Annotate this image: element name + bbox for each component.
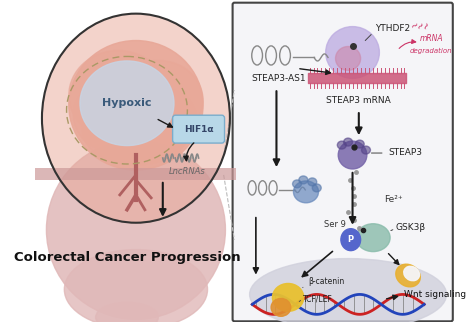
Ellipse shape [250, 259, 447, 323]
Ellipse shape [292, 180, 301, 188]
Ellipse shape [69, 40, 203, 170]
Text: Fe²⁺: Fe²⁺ [384, 195, 402, 204]
Ellipse shape [114, 60, 203, 140]
Text: ~: ~ [415, 19, 428, 32]
Ellipse shape [396, 264, 420, 287]
FancyBboxPatch shape [233, 3, 453, 321]
Text: degradation: degradation [410, 47, 453, 54]
Circle shape [42, 14, 230, 223]
Text: STEAP3: STEAP3 [388, 148, 422, 157]
Ellipse shape [73, 80, 145, 150]
Ellipse shape [46, 140, 226, 319]
FancyBboxPatch shape [173, 115, 225, 143]
Text: ~: ~ [409, 19, 421, 32]
Text: STEAP3 mRNA: STEAP3 mRNA [327, 96, 391, 105]
Ellipse shape [293, 181, 319, 203]
Ellipse shape [271, 298, 291, 316]
Ellipse shape [299, 176, 308, 184]
Ellipse shape [82, 95, 190, 165]
Text: Ser 9: Ser 9 [324, 220, 346, 229]
Text: TCF/LEF: TCF/LEF [303, 295, 333, 304]
Ellipse shape [336, 47, 361, 70]
Text: HIF1α: HIF1α [184, 125, 213, 134]
Ellipse shape [344, 138, 353, 146]
Text: Colorectal Cancer Progression: Colorectal Cancer Progression [14, 251, 240, 264]
Text: Hypoxic: Hypoxic [102, 98, 152, 108]
Ellipse shape [273, 284, 304, 311]
Text: LncRNAs: LncRNAs [169, 167, 205, 176]
Ellipse shape [356, 224, 390, 252]
Text: Wnt signaling: Wnt signaling [404, 290, 466, 299]
Ellipse shape [337, 141, 346, 149]
Circle shape [341, 229, 361, 251]
Ellipse shape [312, 184, 321, 192]
Text: GSK3β: GSK3β [395, 223, 426, 232]
Text: ~: ~ [422, 20, 434, 31]
Text: STEAP3-AS1: STEAP3-AS1 [251, 74, 306, 83]
Text: mRNA: mRNA [419, 34, 443, 43]
Ellipse shape [355, 140, 364, 148]
Text: β-catenin: β-catenin [308, 277, 344, 286]
Ellipse shape [80, 61, 174, 146]
Ellipse shape [404, 266, 419, 281]
FancyBboxPatch shape [35, 168, 236, 180]
Ellipse shape [362, 146, 371, 154]
Text: YTHDF2: YTHDF2 [375, 24, 410, 33]
Ellipse shape [129, 88, 197, 152]
Ellipse shape [338, 141, 367, 169]
Ellipse shape [96, 302, 158, 323]
Text: P: P [348, 235, 354, 244]
Ellipse shape [326, 26, 379, 78]
Ellipse shape [308, 178, 317, 186]
Ellipse shape [64, 250, 208, 323]
Ellipse shape [69, 50, 167, 140]
